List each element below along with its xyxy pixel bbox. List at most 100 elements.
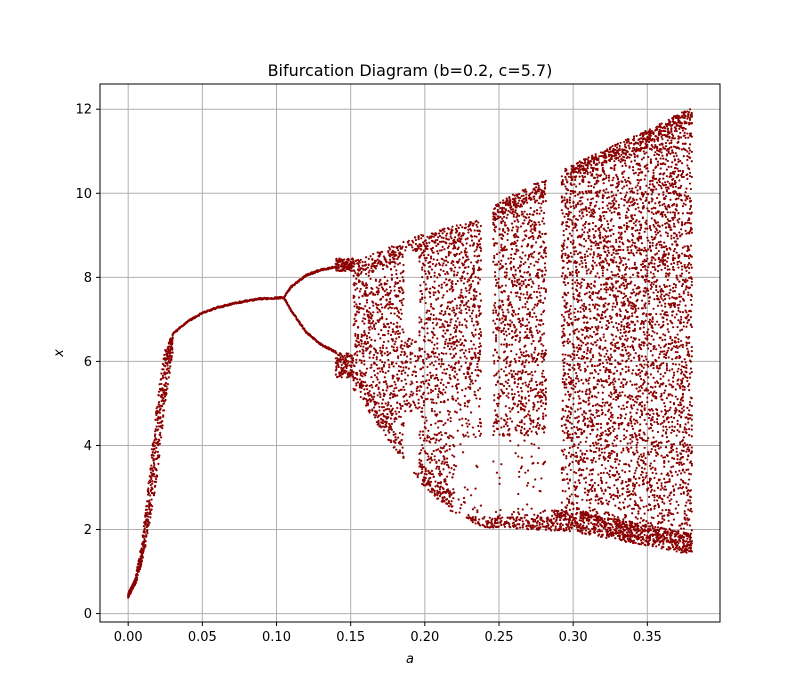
data-point [467, 299, 470, 303]
data-point [376, 372, 379, 375]
data-point [505, 414, 508, 418]
data-point [367, 331, 370, 335]
data-point [423, 250, 426, 253]
data-point [453, 445, 456, 448]
data-point [514, 252, 517, 256]
data-point [431, 321, 434, 325]
data-point [464, 266, 467, 269]
data-point [421, 430, 425, 433]
data-point [500, 222, 503, 225]
data-point [451, 225, 454, 228]
data-point [516, 516, 519, 519]
data-point [452, 263, 455, 267]
data-point [457, 226, 460, 229]
data-point [156, 421, 159, 424]
data-point [375, 286, 378, 289]
data-point [530, 296, 533, 300]
data-point [527, 216, 531, 219]
data-point [403, 400, 406, 403]
data-point [430, 341, 434, 344]
data-point [544, 290, 547, 293]
data-point [438, 474, 442, 477]
data-point [539, 206, 542, 209]
data-point [366, 347, 369, 350]
data-point [400, 388, 403, 391]
data-point [389, 285, 392, 289]
data-point [371, 287, 374, 291]
data-point [535, 424, 539, 427]
data-point [152, 458, 156, 462]
data-point [538, 291, 541, 294]
data-point [493, 223, 496, 227]
data-point [542, 388, 545, 392]
data-point [426, 386, 429, 389]
data-point [433, 274, 436, 277]
data-point [356, 378, 359, 381]
data-point [374, 349, 377, 352]
data-point [446, 305, 450, 308]
data-point [510, 247, 514, 251]
data-point [288, 288, 291, 291]
data-point [433, 355, 436, 358]
data-point [519, 378, 523, 381]
data-point [521, 360, 524, 363]
data-point [460, 312, 463, 315]
data-point [464, 226, 467, 229]
data-point [532, 340, 535, 343]
data-point [378, 405, 381, 408]
data-point [510, 257, 513, 260]
data-point [523, 422, 526, 426]
data-point [530, 198, 533, 201]
data-point [463, 501, 466, 504]
data-point [462, 263, 466, 266]
data-point [383, 376, 386, 379]
data-point [401, 433, 404, 436]
data-point [535, 383, 539, 387]
data-point [382, 405, 385, 409]
data-point [427, 455, 430, 458]
data-point [491, 517, 494, 521]
data-point [382, 365, 385, 368]
data-point [381, 398, 385, 401]
data-point [502, 234, 505, 238]
data-point [161, 424, 164, 427]
data-point [166, 371, 169, 375]
data-point [518, 307, 521, 310]
data-point [397, 410, 401, 414]
data-point [433, 490, 436, 493]
data-point [401, 328, 404, 331]
data-point [444, 342, 447, 346]
data-point [516, 385, 519, 388]
data-point [373, 395, 376, 398]
data-point [452, 436, 455, 439]
data-point [381, 313, 384, 316]
data-point [460, 291, 463, 294]
data-point [395, 273, 398, 276]
data-point [399, 443, 402, 446]
data-point [497, 312, 500, 315]
data-point [494, 301, 497, 305]
data-point [431, 350, 434, 353]
data-point [165, 377, 168, 380]
data-point [428, 272, 431, 275]
data-point [531, 280, 534, 283]
data-point [453, 297, 457, 301]
data-point [506, 355, 509, 359]
data-point [528, 414, 531, 417]
data-point [159, 416, 162, 420]
data-point [399, 365, 402, 368]
data-point [533, 405, 536, 408]
data-point [458, 266, 461, 269]
data-point [496, 415, 499, 418]
data-point [448, 348, 451, 351]
data-point [522, 194, 525, 197]
data-point [522, 262, 525, 266]
data-point [504, 366, 507, 369]
data-point [369, 312, 372, 315]
data-point [508, 523, 511, 526]
data-point [421, 292, 424, 296]
data-point [156, 450, 159, 454]
data-point [503, 350, 507, 353]
data-point [525, 286, 528, 289]
data-point [544, 349, 547, 352]
